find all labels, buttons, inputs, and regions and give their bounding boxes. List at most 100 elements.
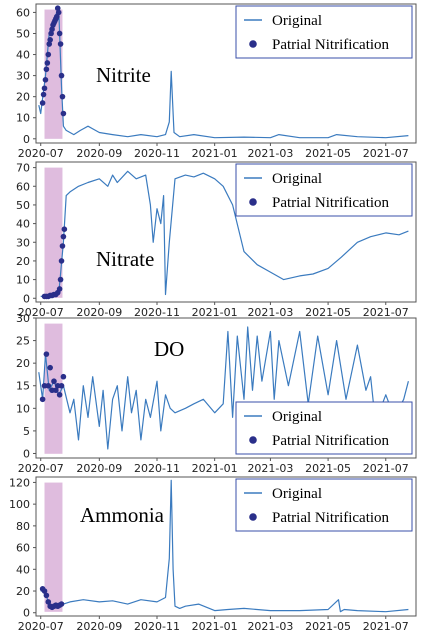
x-tick-label: 2021-05 xyxy=(305,306,351,319)
y-tick-label: 15 xyxy=(16,380,30,393)
x-tick-label: 2020-07 xyxy=(18,147,64,160)
legend-label-partial: Patrial Nitrification xyxy=(272,195,390,211)
x-tick-label: 2020-09 xyxy=(76,147,122,160)
y-tick-label: 70 xyxy=(16,162,30,175)
y-tick-label: 5 xyxy=(23,425,30,438)
series-point-partial-nitrification xyxy=(58,258,65,264)
x-tick-label: 2021-07 xyxy=(363,147,409,160)
series-point-partial-nitrification xyxy=(56,391,63,398)
series-point-partial-nitrification xyxy=(41,588,48,594)
series-point-partial-nitrification xyxy=(44,60,51,66)
series-point-partial-nitrification xyxy=(56,286,63,292)
series-point-partial-nitrification xyxy=(55,9,62,16)
series-point-partial-nitrification xyxy=(41,85,48,92)
x-tick-label: 2021-03 xyxy=(247,147,293,160)
y-tick-label: 20 xyxy=(16,585,30,598)
y-tick-label: 60 xyxy=(16,180,30,193)
legend-label-original: Original xyxy=(272,486,322,502)
legend-label-partial: Patrial Nitrification xyxy=(272,433,390,449)
series-point-partial-nitrification xyxy=(59,243,66,249)
panel-nitrite: 0 10 20 30 40 50 60 2020-07 2020-09 2020-11 2021-0… xyxy=(16,3,417,160)
y-tick-label: 40 xyxy=(16,218,30,231)
series-line-original xyxy=(40,170,409,297)
x-tick-label: 2021-03 xyxy=(247,462,293,475)
y-tick-label: 10 xyxy=(16,402,30,415)
series-point-partial-nitrification xyxy=(58,382,65,389)
series-point-partial-nitrification xyxy=(57,41,64,47)
series-line-original xyxy=(38,326,409,450)
series-point-partial-nitrification xyxy=(53,387,59,394)
x-tick-label: 2021-03 xyxy=(247,620,293,633)
y-tick-label: 0 xyxy=(23,133,30,146)
series-point-partial-nitrification xyxy=(43,592,50,599)
legend-label-original: Original xyxy=(272,409,322,425)
series-point-partial-nitrification xyxy=(39,396,46,403)
y-tick-label: 40 xyxy=(16,49,30,62)
x-tick-label: 2020-07 xyxy=(18,462,64,475)
x-tick-label: 2021-05 xyxy=(305,147,351,160)
x-tick-label: 2020-11 xyxy=(134,306,180,319)
panel-ammonia: 0 20 40 60 80 100 120 2020-07 2020-09 2020-11 2021… xyxy=(9,476,417,633)
y-tick-label: 40 xyxy=(16,563,30,576)
x-tick-label: 2020-11 xyxy=(134,462,180,475)
legend-box xyxy=(235,163,413,217)
x-tick-label: 2020-11 xyxy=(134,147,180,160)
series-point-partial-nitrification xyxy=(48,30,54,37)
panel-label: DO xyxy=(154,337,184,361)
y-tick-label: 20 xyxy=(16,357,30,370)
y-tick-label: 100 xyxy=(9,498,30,511)
series-point-partial-nitrification xyxy=(60,373,67,380)
y-tick-label: 0 xyxy=(23,447,30,460)
x-tick-label: 2020-07 xyxy=(18,620,64,633)
panel-label: Nitrite xyxy=(96,63,151,87)
series-point-partial-nitrification xyxy=(42,77,49,83)
series-point-partial-nitrification xyxy=(45,382,52,389)
series-point-partial-nitrification xyxy=(58,601,65,607)
x-tick-label: 2021-07 xyxy=(363,620,409,633)
y-tick-label: 25 xyxy=(16,335,30,348)
x-tick-label: 2020-09 xyxy=(76,306,122,319)
x-tick-label: 2020-11 xyxy=(134,620,180,633)
y-tick-label: 10 xyxy=(16,274,30,287)
x-tick-label: 2020-07 xyxy=(18,306,64,319)
panel-label: Nitrate xyxy=(96,247,154,271)
y-tick-label: 0 xyxy=(23,607,30,620)
x-tick-label: 2020-09 xyxy=(76,462,122,475)
partial-nitrification-band xyxy=(44,482,63,612)
series-point-partial-nitrification xyxy=(51,378,57,385)
legend-label-original: Original xyxy=(272,171,322,187)
y-tick-label: 60 xyxy=(16,6,30,19)
y-tick-label: 30 xyxy=(16,312,30,325)
series-point-partial-nitrification xyxy=(61,226,68,232)
series-point-partial-nitrification xyxy=(53,13,60,20)
series-point-partial-nitrification xyxy=(56,30,63,37)
series-point-partial-nitrification xyxy=(45,599,52,605)
legend-box xyxy=(235,478,413,532)
legend-point-icon xyxy=(249,513,257,521)
legend-point-icon xyxy=(249,436,257,444)
legend-label-partial: Patrial Nitrification xyxy=(272,510,390,526)
series-point-partial-nitrification xyxy=(54,5,61,12)
legend-point-icon xyxy=(249,198,257,206)
series-point-partial-nitrification xyxy=(47,364,53,371)
y-tick-label: 20 xyxy=(16,91,30,104)
y-tick-label: 80 xyxy=(16,520,30,533)
legend-point-icon xyxy=(249,40,257,48)
x-tick-label: 2021-03 xyxy=(247,306,293,319)
series-point-partial-nitrification xyxy=(59,93,66,100)
legend-box xyxy=(235,5,413,59)
y-tick-label: 10 xyxy=(16,112,30,125)
legend-box xyxy=(235,401,413,455)
x-tick-label: 2021-05 xyxy=(305,462,351,475)
legend-label-original: Original xyxy=(272,13,322,29)
y-tick-label: 60 xyxy=(16,542,30,555)
series-point-partial-nitrification xyxy=(43,66,50,73)
y-tick-label: 0 xyxy=(23,292,30,305)
series-point-partial-nitrification xyxy=(47,37,53,43)
x-tick-label: 2021-01 xyxy=(192,147,238,160)
panel-do: 0 5 10 15 20 25 30 2020-07 2020-09 2020-11 2021-01… xyxy=(16,312,417,475)
y-tick-label: 50 xyxy=(16,27,30,40)
x-tick-label: 2020-09 xyxy=(76,620,122,633)
y-tick-label: 30 xyxy=(16,236,30,249)
series-point-partial-nitrification xyxy=(58,72,65,79)
